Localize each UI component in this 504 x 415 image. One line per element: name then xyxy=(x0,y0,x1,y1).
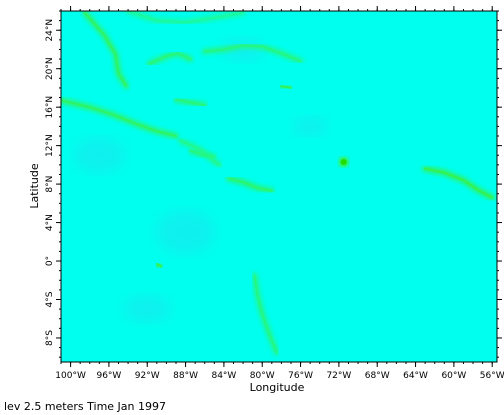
field-patch-1 xyxy=(155,210,216,255)
current-field-layer xyxy=(61,11,496,356)
feature-jamaica-eddy-core xyxy=(280,85,292,89)
feature-pacific-tehuantepec-core xyxy=(61,99,177,137)
x-axis-title: Longitude xyxy=(250,381,305,394)
x-axis: 100°W 96°W 92°W 88°W 84°W 80°W 76°W 72°W 68°W 64°… xyxy=(55,6,504,381)
field-patch-0 xyxy=(73,137,126,174)
x-tick-label: 64°W xyxy=(403,371,428,381)
feature-honduras-shelf-core xyxy=(175,98,206,107)
y-tick-label: 12°N xyxy=(45,134,55,157)
y-tick-label: 24°N xyxy=(45,19,55,42)
x-tick-label: 92°W xyxy=(135,371,160,381)
feature-hispaniola-spot-core xyxy=(340,158,347,165)
feature-central-america-pacific-core xyxy=(179,139,221,166)
minor-ticks xyxy=(59,9,499,364)
x-tick-label: 96°W xyxy=(96,371,121,381)
y-tick-label: 8°N xyxy=(45,176,55,193)
feature-galapagos-core xyxy=(155,262,163,268)
y-tick-label: 8°S xyxy=(45,330,55,346)
y-axis-title: Latitude xyxy=(28,163,41,209)
feature-mexico-coast-core xyxy=(84,11,128,87)
plot-frame xyxy=(60,10,498,363)
x-tick-label: 68°W xyxy=(365,371,390,381)
x-tick-label: 60°W xyxy=(441,371,466,381)
field-patch-3 xyxy=(123,295,172,324)
figure-caption: lev 2.5 meters Time Jan 1997 xyxy=(4,400,166,413)
feature-peru-upwelling-core xyxy=(253,274,278,354)
x-tick-label: 84°W xyxy=(211,371,236,381)
y-tick-label: 4°S xyxy=(45,291,55,307)
feature-cuba-jet-core xyxy=(203,44,302,62)
y-tick-label: 20°N xyxy=(45,57,55,80)
feature-venezuela-coast-core xyxy=(424,167,494,199)
x-tick-label: 100°W xyxy=(55,371,86,381)
x-tick-label: 72°W xyxy=(326,371,351,381)
x-tick-label: 56°W xyxy=(480,371,504,381)
x-tick-label: 80°W xyxy=(250,371,275,381)
field-patch-4 xyxy=(292,116,329,137)
y-tick-label: 0° xyxy=(45,256,55,266)
feature-panama-bight-core xyxy=(227,177,273,192)
y-tick-label: 4°N xyxy=(45,214,55,231)
feature-yucatan-north-core xyxy=(148,52,192,65)
feature-gulf-current-core xyxy=(127,11,245,24)
x-tick-label: 88°W xyxy=(173,371,198,381)
x-tick-label: 76°W xyxy=(288,371,313,381)
y-axis: 8°S 4°S 0° 4°N 8°N 12°N 16°N 20°N 24°N xyxy=(45,19,502,346)
y-tick-label: 16°N xyxy=(45,96,55,119)
